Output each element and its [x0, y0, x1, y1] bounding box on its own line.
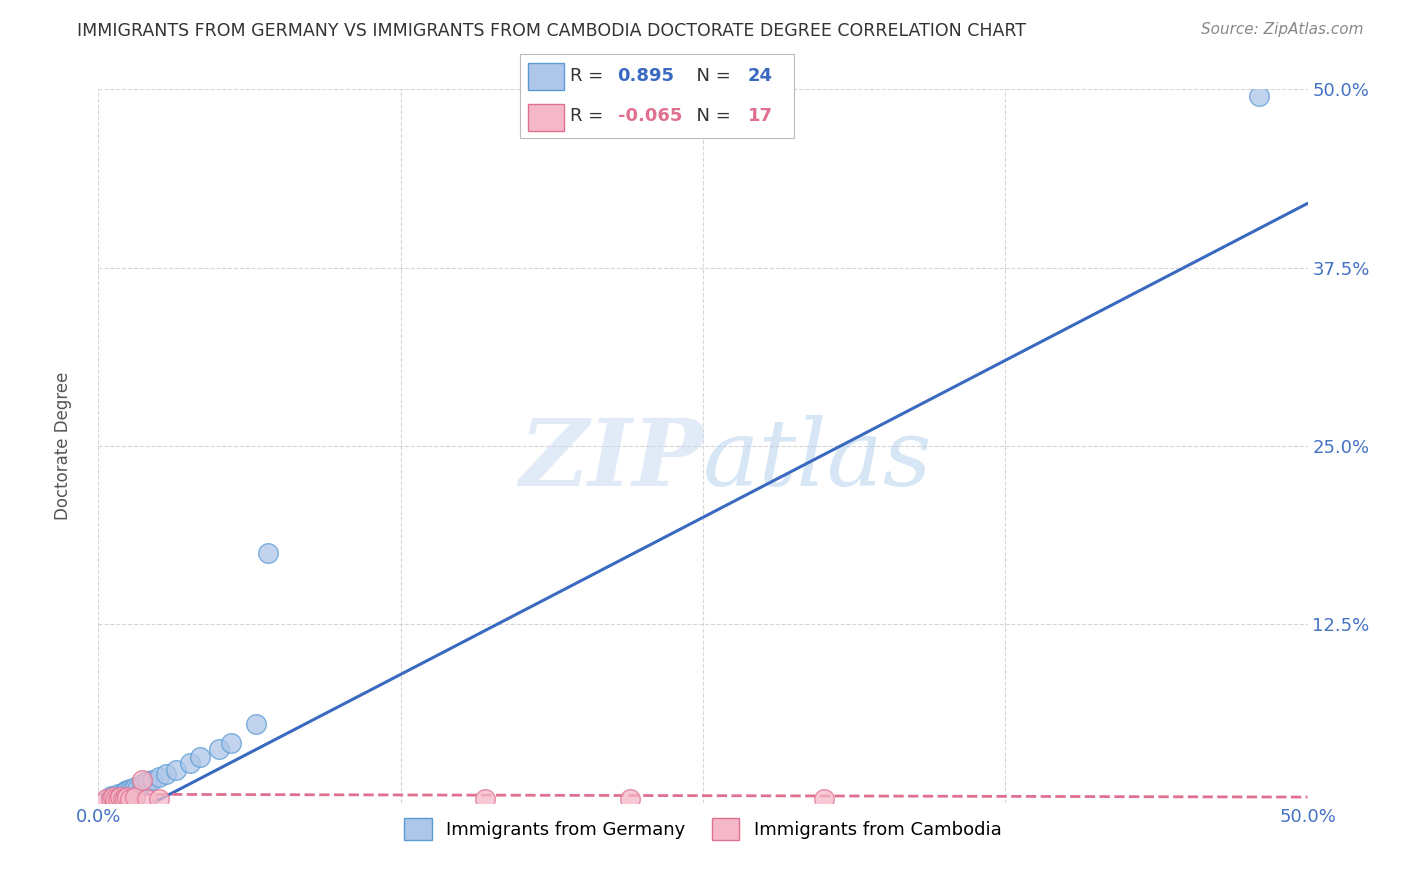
- Point: [121, 783, 143, 797]
- Point: [155, 767, 177, 781]
- Point: [256, 546, 278, 560]
- Text: R =: R =: [569, 107, 609, 125]
- Point: [141, 772, 163, 787]
- Point: [108, 789, 131, 803]
- Point: [114, 784, 136, 798]
- Text: Source: ZipAtlas.com: Source: ZipAtlas.com: [1201, 22, 1364, 37]
- Legend: Immigrants from Germany, Immigrants from Cambodia: Immigrants from Germany, Immigrants from…: [398, 811, 1008, 847]
- Point: [107, 787, 129, 801]
- Point: [188, 750, 211, 764]
- Point: [148, 791, 170, 805]
- Point: [619, 791, 641, 805]
- Point: [100, 789, 122, 803]
- FancyBboxPatch shape: [520, 54, 794, 138]
- Point: [118, 791, 141, 805]
- Point: [108, 790, 131, 805]
- Text: Doctorate Degree: Doctorate Degree: [55, 372, 72, 520]
- Point: [94, 791, 117, 805]
- Text: atlas: atlas: [703, 416, 932, 505]
- Point: [135, 791, 157, 805]
- Point: [117, 783, 139, 797]
- Point: [117, 790, 139, 805]
- Text: IMMIGRANTS FROM GERMANY VS IMMIGRANTS FROM CAMBODIA DOCTORATE DEGREE CORRELATION: IMMIGRANTS FROM GERMANY VS IMMIGRANTS FR…: [77, 22, 1026, 40]
- Point: [127, 781, 149, 796]
- Text: 24: 24: [748, 67, 773, 85]
- Point: [135, 774, 157, 789]
- Point: [1249, 89, 1271, 103]
- Point: [107, 791, 129, 805]
- Point: [104, 791, 127, 805]
- Point: [100, 791, 122, 805]
- Point: [813, 791, 835, 805]
- Text: ZIP: ZIP: [519, 416, 703, 505]
- Point: [101, 790, 124, 805]
- Text: -0.065: -0.065: [617, 107, 682, 125]
- Point: [179, 756, 201, 770]
- FancyBboxPatch shape: [529, 103, 564, 130]
- Text: 0.895: 0.895: [617, 67, 675, 85]
- Point: [131, 772, 153, 787]
- Point: [124, 790, 146, 805]
- Point: [131, 777, 153, 791]
- FancyBboxPatch shape: [529, 62, 564, 90]
- Point: [111, 791, 134, 805]
- Text: N =: N =: [685, 107, 737, 125]
- Point: [245, 717, 267, 731]
- Point: [221, 736, 243, 750]
- Point: [101, 790, 124, 805]
- Text: 17: 17: [748, 107, 773, 125]
- Point: [111, 786, 134, 800]
- Text: R =: R =: [569, 67, 609, 85]
- Point: [114, 791, 136, 805]
- Text: N =: N =: [685, 67, 737, 85]
- Point: [474, 791, 496, 805]
- Point: [208, 741, 231, 756]
- Point: [124, 780, 146, 794]
- Point: [118, 781, 141, 796]
- Point: [165, 763, 187, 777]
- Point: [148, 770, 170, 784]
